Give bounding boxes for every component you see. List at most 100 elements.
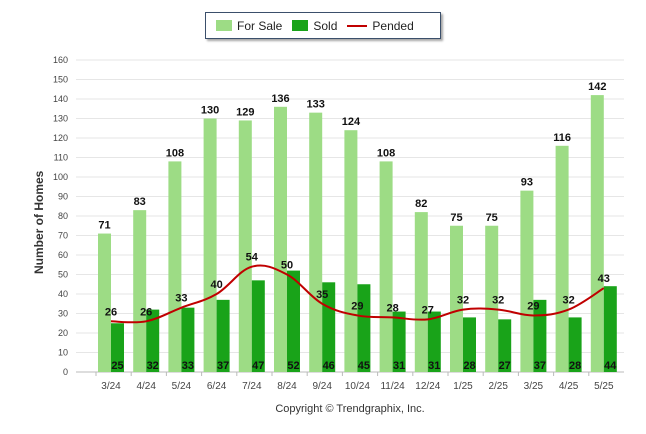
x-tick-label-4/24: 4/24: [136, 381, 156, 392]
data-label-pended-4/25: 32: [562, 295, 574, 307]
y-tick-label-120: 120: [53, 133, 68, 143]
bar-sold-2/25: [498, 319, 512, 372]
x-tick-label-8/24: 8/24: [277, 381, 297, 392]
data-label-pended-6/24: 40: [210, 279, 222, 291]
data-label-for-sale-12/24: 82: [415, 198, 427, 210]
bar-for-sale-2/25: [485, 225, 499, 372]
legend-swatch-pended: [347, 24, 368, 27]
bar-sold-5/24: [181, 307, 195, 372]
data-label-sold-3/25: 37: [534, 360, 546, 372]
bar-for-sale-4/24: [133, 210, 147, 372]
x-tick-label-11/24: 11/24: [380, 381, 405, 392]
y-tick-label-150: 150: [53, 75, 68, 85]
data-label-sold-5/24: 33: [182, 360, 194, 372]
y-tick-label-10: 10: [58, 348, 68, 358]
y-tick-label-140: 140: [53, 94, 68, 104]
data-label-sold-4/24: 32: [147, 360, 159, 372]
data-label-for-sale-5/24: 108: [166, 147, 184, 159]
x-tick-label-6/24: 6/24: [207, 381, 227, 392]
data-label-sold-7/24: 47: [252, 360, 264, 372]
data-label-pended-1/25: 32: [457, 295, 469, 307]
x-tick-label-10/24: 10/24: [345, 381, 370, 392]
data-label-for-sale-4/24: 83: [134, 196, 146, 208]
x-tick-label-5/25: 5/25: [594, 381, 614, 392]
data-label-pended-5/24: 33: [175, 293, 187, 305]
data-label-sold-6/24: 37: [217, 360, 229, 372]
y-tick-label-130: 130: [53, 114, 68, 124]
data-label-for-sale-9/24: 133: [307, 99, 325, 111]
bar-sold-3/25: [533, 299, 547, 372]
data-label-for-sale-10/24: 124: [342, 116, 361, 128]
bar-for-sale-7/24: [238, 120, 252, 372]
legend-label-sold: Sold: [313, 18, 338, 33]
data-label-sold-3/24: 25: [111, 360, 123, 372]
y-tick-label-0: 0: [63, 367, 68, 377]
data-label-pended-4/24: 26: [140, 306, 152, 318]
y-tick-label-20: 20: [58, 328, 68, 338]
data-label-for-sale-1/25: 75: [450, 212, 462, 224]
data-label-pended-3/24: 26: [105, 306, 117, 318]
x-tick-label-5/24: 5/24: [172, 381, 192, 392]
legend-item-sold[interactable]: Sold: [292, 19, 337, 33]
bar-sold-11/24: [392, 311, 406, 372]
x-tick-label-3/25: 3/25: [524, 381, 544, 392]
bar-for-sale-10/24: [344, 130, 358, 372]
data-label-sold-2/25: 27: [499, 360, 511, 372]
data-label-sold-11/24: 31: [393, 360, 405, 372]
data-label-for-sale-8/24: 136: [271, 93, 289, 105]
y-tick-label-110: 110: [54, 153, 68, 163]
legend-item-for-sale[interactable]: For Sale: [216, 19, 282, 33]
data-label-for-sale-3/25: 93: [521, 177, 533, 189]
data-label-sold-4/25: 28: [569, 360, 581, 372]
bar-sold-6/24: [216, 299, 230, 372]
y-tick-label-90: 90: [58, 192, 68, 202]
bar-sold-4/25: [568, 317, 582, 372]
line-pended: [110, 264, 605, 324]
bar-sold-3/24: [111, 323, 124, 372]
y-tick-label-70: 70: [58, 231, 68, 241]
bar-sold-4/24: [146, 309, 160, 372]
legend-swatch-for-sale: [216, 20, 232, 31]
data-label-pended-7/24: 54: [246, 252, 259, 264]
data-label-pended-10/24: 29: [351, 300, 363, 312]
data-label-pended-11/24: 28: [386, 302, 398, 314]
y-tick-label-30: 30: [58, 309, 68, 319]
data-label-sold-9/24: 46: [323, 360, 335, 372]
data-label-for-sale-7/24: 129: [236, 106, 254, 118]
data-label-pended-3/25: 29: [527, 300, 539, 312]
legend-item-pended[interactable]: Pended: [347, 19, 414, 33]
legend-swatch-sold: [292, 20, 309, 31]
y-tick-label-60: 60: [58, 250, 68, 260]
bar-sold-12/24: [427, 311, 441, 372]
y-tick-label-50: 50: [58, 270, 68, 280]
data-label-pended-9/24: 35: [316, 289, 328, 301]
data-label-pended-12/24: 27: [422, 304, 434, 316]
data-label-for-sale-3/24: 71: [98, 220, 110, 232]
bar-for-sale-3/25: [520, 190, 534, 372]
data-label-for-sale-4/25: 116: [553, 132, 571, 144]
data-label-pended-5/25: 43: [598, 273, 610, 285]
bar-for-sale-6/24: [203, 118, 217, 372]
data-label-for-sale-6/24: 130: [201, 105, 219, 117]
data-label-sold-12/24: 31: [428, 360, 440, 372]
bar-for-sale-3/24: [98, 233, 111, 372]
bar-for-sale-5/25: [590, 95, 604, 372]
x-tick-label-1/25: 1/25: [453, 381, 473, 392]
data-label-for-sale-11/24: 108: [377, 147, 395, 159]
y-tick-label-40: 40: [58, 289, 68, 299]
bar-for-sale-1/25: [450, 225, 463, 372]
bar-sold-5/25: [603, 286, 617, 372]
data-label-pended-2/25: 32: [492, 295, 504, 307]
legend-label-for-sale: For Sale: [237, 18, 283, 33]
bar-for-sale-5/24: [168, 161, 182, 372]
x-tick-label-2/25: 2/25: [488, 381, 508, 392]
y-tick-label-160: 160: [53, 55, 68, 65]
data-label-pended-8/24: 50: [281, 260, 293, 272]
y-tick-label-100: 100: [53, 172, 68, 182]
x-tick-label-7/24: 7/24: [242, 381, 262, 392]
bar-sold-10/24: [357, 284, 371, 372]
x-tick-label-12/24: 12/24: [415, 381, 440, 392]
bar-for-sale-8/24: [274, 106, 287, 373]
data-label-sold-8/24: 52: [287, 360, 299, 372]
